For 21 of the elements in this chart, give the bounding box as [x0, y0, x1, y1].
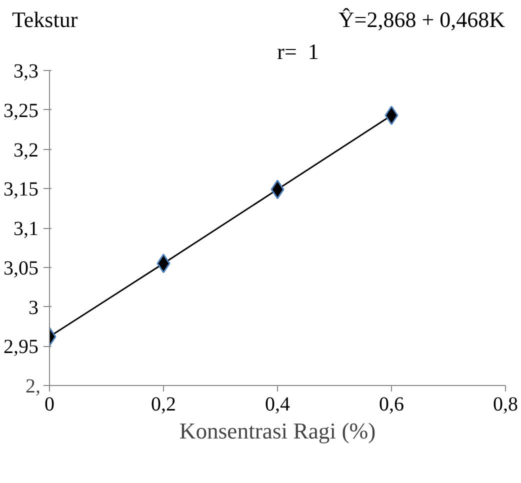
y-tick-label: 3,25: [4, 100, 38, 122]
x-tick-label: 0,6: [379, 394, 404, 416]
x-tick-label: 0,2: [151, 394, 176, 416]
text: r= 1: [277, 38, 319, 66]
y-tick-label: 2,95: [4, 336, 38, 358]
point: [384, 106, 398, 126]
text: 2,: [26, 376, 40, 398]
y-axis-title: Tekstur: [12, 6, 78, 34]
y-tick-label: 3: [28, 296, 38, 319]
text: Ŷ=2,868 + 0,468K: [338, 6, 505, 34]
y-tick-label: 3,1: [14, 218, 38, 240]
y-tick-label: 3,2: [14, 139, 38, 162]
x-axis-title: Konsentrasi Ragi (%): [179, 418, 376, 444]
x-tick-label: 0,4: [265, 394, 290, 416]
y-tick-label: 3,3: [14, 60, 38, 82]
point: [270, 180, 284, 200]
x-tick-label: 0: [44, 394, 54, 416]
point: [156, 254, 170, 274]
y-tick-label: 3,05: [4, 257, 38, 280]
y-tick-label: 3,15: [4, 178, 38, 201]
x-tick-label: 0,8: [493, 394, 518, 416]
